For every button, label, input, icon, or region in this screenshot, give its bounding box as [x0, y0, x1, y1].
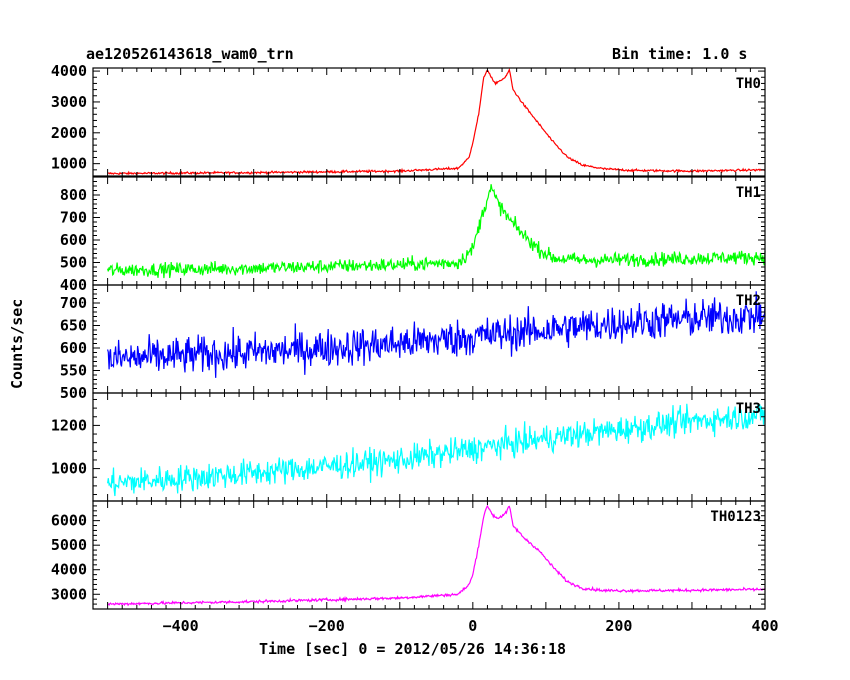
bin-time-label: Bin time: 1.0 s	[612, 45, 748, 63]
series-line-th0	[107, 67, 766, 176]
y-tick-label: 800	[60, 186, 87, 204]
y-axis-label: Counts/sec	[8, 298, 26, 389]
y-tick-label: 650	[60, 317, 87, 335]
y-tick-label: 600	[60, 339, 87, 357]
x-tick-label: 400	[751, 617, 778, 635]
series-line-th2	[107, 291, 766, 378]
x-tick-label: 200	[605, 617, 632, 635]
y-tick-label: 6000	[51, 512, 87, 530]
y-tick-label: 1000	[51, 155, 87, 173]
panel-label: TH0	[736, 76, 761, 92]
y-tick-label: 5000	[51, 536, 87, 554]
chart-title: ae120526143618_wam0_trn	[86, 45, 294, 63]
panel-th3: 1000 1200 TH3	[51, 392, 766, 502]
panel-th0123: 3000 4000 5000 6000 TH0123	[51, 500, 766, 610]
y-tick-label: 700	[60, 294, 87, 312]
x-axis-label: Time [sec] 0 = 2012/05/26 14:36:18	[259, 640, 567, 658]
y-tick-label: 3000	[51, 93, 87, 111]
y-tick-label: 700	[60, 209, 87, 227]
y-tick-label: 500	[60, 384, 87, 402]
y-tick-label: 1000	[51, 460, 87, 478]
panel-frame	[92, 500, 766, 610]
panel-th2: 500 550 600 650 700 TH2	[60, 284, 766, 402]
panel-label: TH3	[736, 401, 761, 417]
panel-th0: 1000 2000 3000 4000 TH0	[51, 62, 766, 177]
y-tick-label: 600	[60, 231, 87, 249]
y-tick-label: 500	[60, 254, 87, 272]
series-line-th3	[107, 403, 766, 497]
panel-label: TH2	[736, 293, 761, 309]
y-tick-label: 550	[60, 362, 87, 380]
x-tick-label: −400	[163, 617, 199, 635]
y-tick-label: 400	[60, 276, 87, 294]
y-tick-label: 1200	[51, 416, 87, 434]
series-line-th1	[107, 184, 766, 279]
panel-th1: 400 500 600 700 800 TH1	[60, 176, 766, 294]
x-tick-label: 0	[468, 617, 477, 635]
y-tick-label: 4000	[51, 62, 87, 80]
panel-label: TH0123	[710, 509, 761, 525]
x-tick-label: −200	[309, 617, 345, 635]
y-tick-label: 2000	[51, 124, 87, 142]
series-line-th0123	[107, 504, 766, 607]
panel-label: TH1	[736, 185, 761, 201]
y-tick-label: 4000	[51, 561, 87, 579]
panel-frame	[92, 67, 766, 177]
y-tick-label: 3000	[51, 585, 87, 603]
